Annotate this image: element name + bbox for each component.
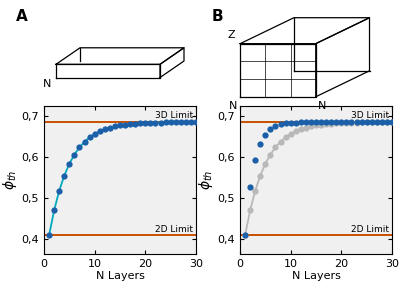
Text: A: A [16,9,28,24]
Text: N: N [43,79,51,89]
Text: N: N [228,101,237,112]
Y-axis label: $\phi_{th}$: $\phi_{th}$ [197,170,215,190]
Text: Z: Z [228,30,235,40]
Y-axis label: $\phi_{th}$: $\phi_{th}$ [1,170,19,190]
X-axis label: N Layers: N Layers [292,271,340,281]
Text: 3D Limit: 3D Limit [351,112,390,120]
X-axis label: N Layers: N Layers [96,271,144,281]
Text: 3D Limit: 3D Limit [155,112,194,120]
Text: 2D Limit: 2D Limit [352,225,390,234]
Text: B: B [212,9,224,24]
Text: 2D Limit: 2D Limit [156,225,194,234]
Text: N: N [318,101,326,112]
